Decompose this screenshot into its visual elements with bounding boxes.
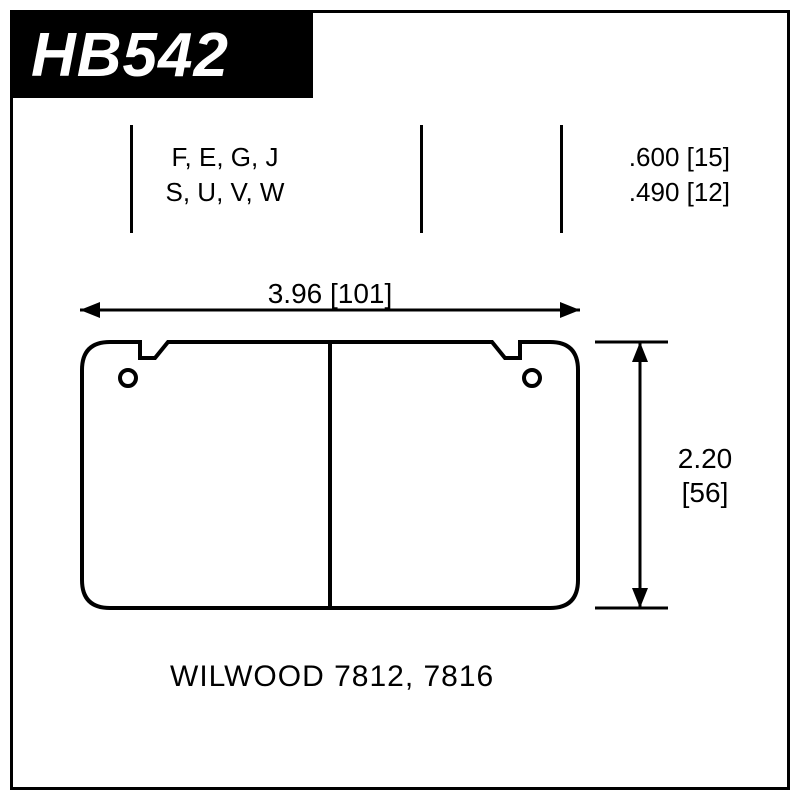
height-dim-line1: 2.20	[660, 442, 750, 476]
height-dim-line2: [56]	[660, 476, 750, 510]
caliper-caption: WILWOOD 7812, 7816	[170, 660, 494, 694]
height-dimension: 2.20 [56]	[660, 442, 750, 509]
